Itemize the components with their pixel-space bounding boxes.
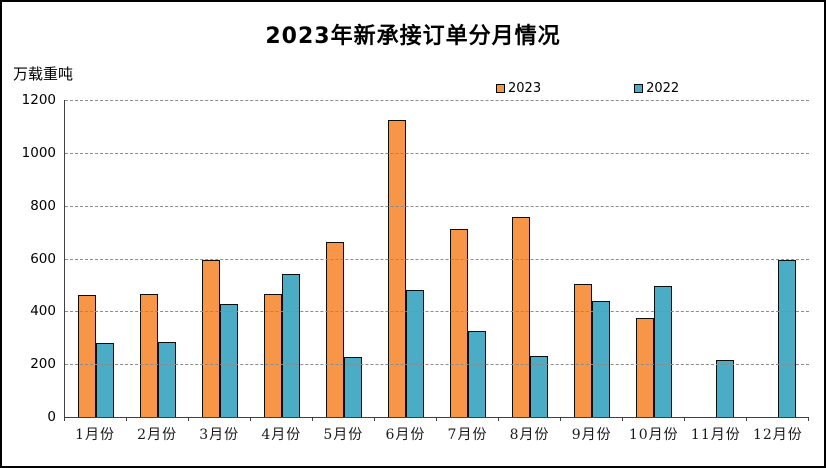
bar-2022-9月份 xyxy=(592,301,610,417)
gridline-600 xyxy=(65,258,809,260)
x-label-8月份: 8月份 xyxy=(509,427,550,443)
bar-group-9月份 xyxy=(561,100,623,417)
x-label-5月份: 5月份 xyxy=(323,427,364,443)
y-tick-label-1000: 1000 xyxy=(21,144,56,161)
bar-2022-1月份 xyxy=(96,343,114,417)
bar-group-3月份 xyxy=(189,100,251,417)
y-tick-label-400: 400 xyxy=(30,303,56,320)
x-tick-mark xyxy=(374,417,375,421)
bar-2023-8月份 xyxy=(512,216,530,417)
bar-2022-12月份 xyxy=(778,260,796,417)
x-tick-mark xyxy=(498,417,499,421)
bar-2022-10月份 xyxy=(654,286,672,417)
x-tick-mark xyxy=(746,417,747,421)
bar-2022-7月份 xyxy=(468,331,486,417)
legend-label: 2023 xyxy=(508,81,542,96)
x-tick-mark xyxy=(187,417,189,421)
legend-item-2023: 2023 xyxy=(496,81,541,96)
y-tick-label-0: 0 xyxy=(47,409,56,425)
bar-group-1月份 xyxy=(65,100,127,417)
x-label-3月份: 3月份 xyxy=(199,427,240,443)
bar-2023-10月份 xyxy=(636,318,654,417)
x-tick-mark xyxy=(125,417,127,421)
bar-group-10月份 xyxy=(623,100,685,417)
plot-area: 0 200 400 600 800 1000 1200 xyxy=(22,92,809,425)
bar-2023-7月份 xyxy=(450,229,468,417)
x-tick-mark xyxy=(250,417,251,421)
x-label-7月份: 7月份 xyxy=(447,427,488,443)
legend-label: 2022 xyxy=(646,81,680,96)
bar-2023-5月份 xyxy=(326,242,344,417)
x-tick-mark xyxy=(808,417,809,421)
legend: 2023 2022 xyxy=(496,81,679,96)
y-tick-label-600: 600 xyxy=(30,250,56,267)
x-label-10月份: 10月份 xyxy=(628,427,679,443)
bar-2023-9月份 xyxy=(574,283,592,417)
x-axis-labels: 1月份 2月份 3月份 4月份 5月份 6月份 7月份 8月份 9月份 10月份 11月份 12月份 xyxy=(64,424,809,444)
gridline-800 xyxy=(65,205,809,207)
bar-group-2月份 xyxy=(127,100,189,417)
y-tick-label-200: 200 xyxy=(30,356,56,373)
bar-2022-6月份 xyxy=(406,290,424,417)
x-label-4月份: 4月份 xyxy=(261,427,302,443)
x-tick-mark xyxy=(64,417,65,421)
y-axis-unit-label: 万载重吨 xyxy=(13,65,74,83)
bar-2022-3月份 xyxy=(220,303,238,417)
bar-group-4月份 xyxy=(251,100,313,417)
x-tick-mark xyxy=(622,417,623,421)
x-tick-mark xyxy=(559,417,561,421)
gridline-1000 xyxy=(65,152,809,154)
legend-swatch-icon xyxy=(496,84,505,93)
bar-2022-2月份 xyxy=(158,342,176,417)
bar-group-7月份 xyxy=(437,100,499,417)
x-label-6月份: 6月份 xyxy=(385,427,426,443)
bar-groups xyxy=(65,100,809,417)
x-label-1月份: 1月份 xyxy=(75,427,115,443)
legend-item-2022: 2022 xyxy=(634,81,679,96)
bar-group-8月份 xyxy=(499,100,561,417)
x-label-12月份: 12月份 xyxy=(752,427,803,443)
y-tick-label-1200: 1200 xyxy=(21,92,56,108)
gridline-1200 xyxy=(65,100,809,101)
x-label-9月份: 9月份 xyxy=(571,427,612,443)
bar-2023-1月份 xyxy=(78,295,96,417)
bar-group-6月份 xyxy=(375,100,437,417)
gridline-400 xyxy=(65,311,809,313)
chart-title: 2023年新承接订单分月情况 xyxy=(265,24,561,49)
bar-group-12月份 xyxy=(747,100,809,417)
gridline-200 xyxy=(65,364,809,366)
bar-2023-3月份 xyxy=(202,259,220,417)
bar-2022-11月份 xyxy=(716,359,734,417)
bar-2023-6月份 xyxy=(388,119,406,417)
y-tick-label-800: 800 xyxy=(30,197,56,214)
bar-2022-8月份 xyxy=(530,355,548,417)
x-label-2月份: 2月份 xyxy=(137,427,178,443)
x-tick-mark xyxy=(684,417,685,421)
bar-2023-4月份 xyxy=(264,293,282,417)
x-tick-mark xyxy=(311,417,313,421)
bar-group-11月份 xyxy=(685,100,747,417)
legend-swatch-icon xyxy=(634,84,644,93)
x-tick-mark xyxy=(436,417,437,421)
bar-2023-2月份 xyxy=(140,294,158,417)
bar-2022-5月份 xyxy=(344,356,362,417)
bar-2022-4月份 xyxy=(282,273,300,417)
bar-group-5月份 xyxy=(313,100,375,417)
x-label-11月份: 11月份 xyxy=(690,427,741,443)
